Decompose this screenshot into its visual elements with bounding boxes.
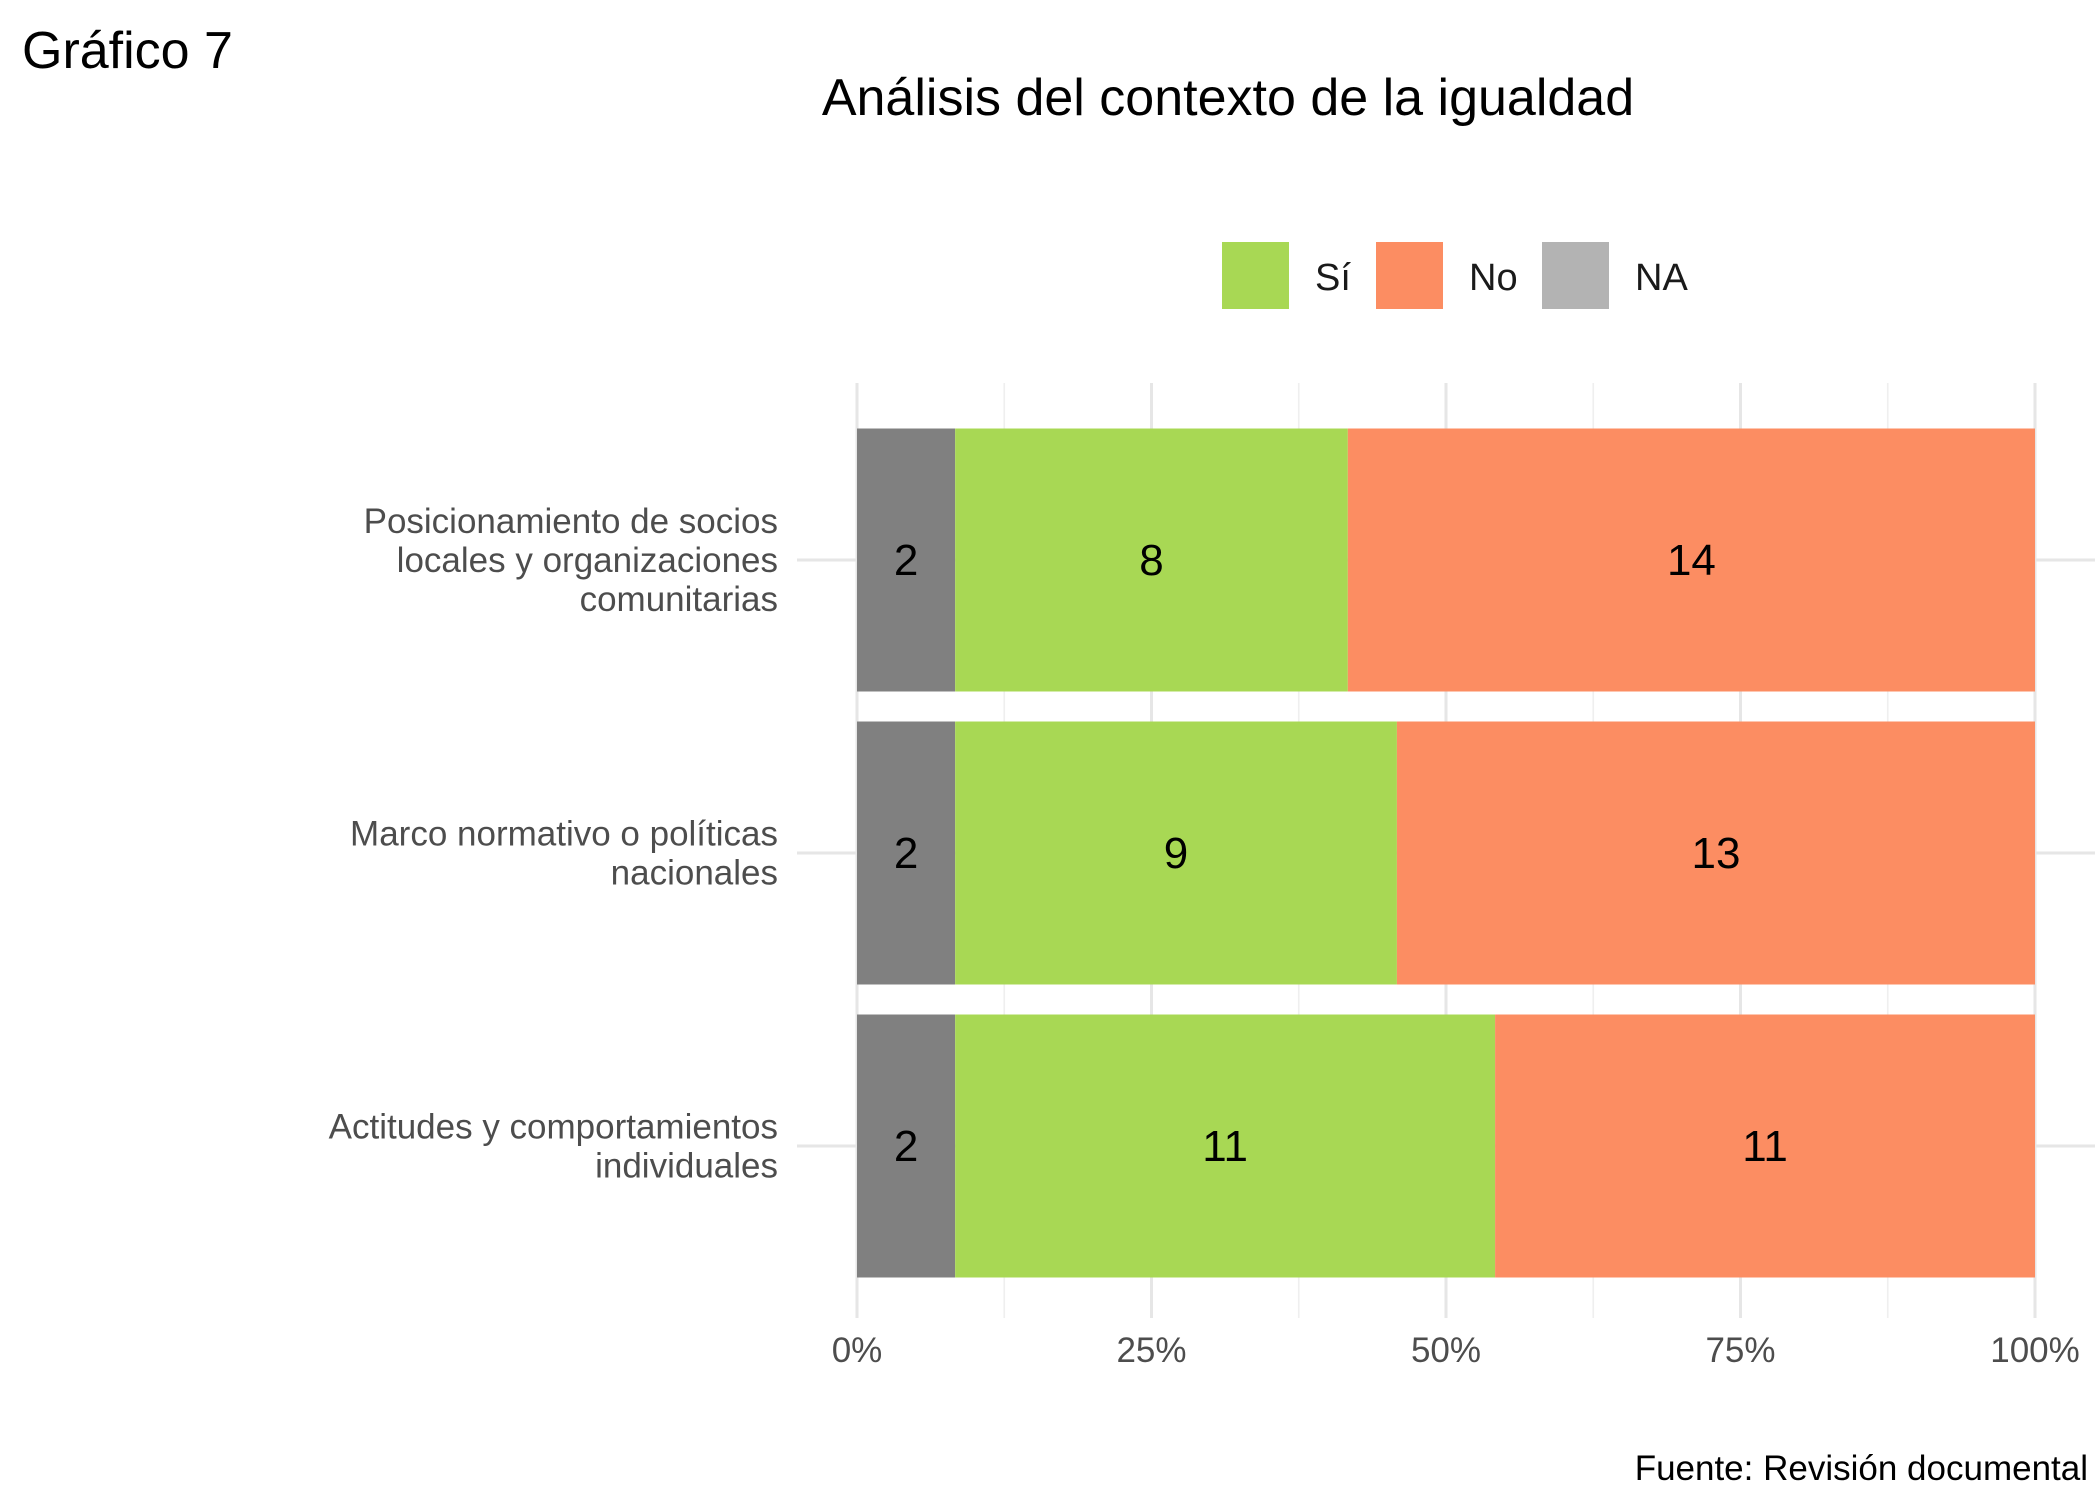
legend-item: No: [1376, 242, 1518, 309]
legend-swatch: [1376, 242, 1443, 309]
bar-value-label: 2: [894, 829, 918, 878]
x-tick-label: 75%: [1705, 1331, 1775, 1370]
legend-swatch: [1222, 242, 1289, 309]
legend-label: No: [1469, 257, 1518, 299]
x-axis-ticks: 0% 25% 50% 75% 100%: [832, 1331, 2080, 1370]
legend-item: Sí: [1222, 242, 1351, 309]
bar-value-label: 13: [1691, 829, 1740, 878]
legend-label: NA: [1635, 257, 1688, 299]
bar-segment: [1495, 1014, 2035, 1278]
x-tick-label: 25%: [1116, 1331, 1186, 1370]
bar-value-label: 2: [894, 536, 918, 585]
bar-segment: [955, 428, 1348, 692]
bar-value-label: 11: [1742, 1122, 1788, 1171]
x-tick-label: 50%: [1411, 1331, 1481, 1370]
category-label: Actitudes y comportamientos individuales: [329, 1108, 778, 1186]
legend-item: NA: [1542, 242, 1688, 309]
bar-value-label: 2: [894, 1122, 918, 1171]
legend: Sí No NA: [1222, 242, 1688, 309]
bar-segment: [1347, 428, 2035, 692]
source-note: Fuente: Revisión documental: [1635, 1449, 2088, 1488]
bar-segment: [857, 1014, 956, 1278]
bar-labels: 2 8 14 2 9 13 2 11 11: [894, 536, 1788, 1171]
legend-label: Sí: [1315, 257, 1351, 299]
bar-segment: [955, 721, 1397, 985]
x-tick-label: 100%: [1990, 1331, 2080, 1370]
legend-swatch: [1542, 242, 1609, 309]
x-tick-label: 0%: [832, 1331, 883, 1370]
bar-value-label: 11: [1202, 1122, 1248, 1171]
bar-segment: [857, 428, 956, 692]
bar-segment: [1396, 721, 2035, 985]
bars: [857, 428, 2035, 1278]
figure-label: Gráfico 7: [22, 22, 233, 80]
bar-value-label: 8: [1139, 536, 1163, 585]
bar-segment: [857, 721, 956, 985]
bar-value-label: 9: [1164, 829, 1188, 878]
chart-title: Análisis del contexto de la igualdad: [822, 69, 1634, 127]
category-labels: Posicionamiento de socios locales y organ…: [329, 502, 778, 1186]
bar-value-label: 14: [1667, 536, 1716, 585]
category-label: Posicionamiento de socios locales y organ…: [364, 502, 778, 619]
bar-segment: [955, 1014, 1496, 1278]
category-label: Marco normativo o políticas nacionales: [350, 815, 778, 893]
